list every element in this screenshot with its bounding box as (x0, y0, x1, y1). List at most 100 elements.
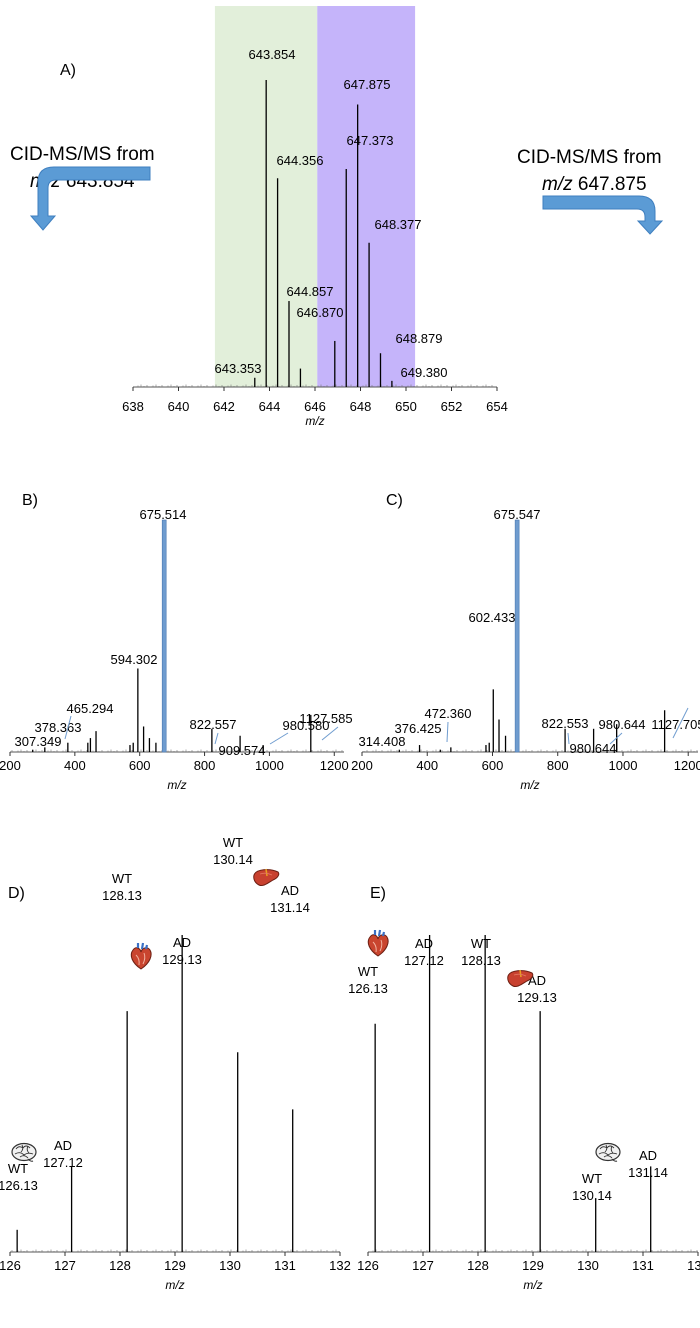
label-leader-line (64, 715, 72, 740)
reporter-mass-label: 126.13 (348, 981, 388, 996)
peak-label: 376.425 (395, 721, 442, 736)
reporter-mass-label: 129.13 (517, 990, 557, 1005)
brain-icon (595, 1142, 621, 1162)
panel-a-label: A) (60, 62, 76, 79)
x-tick-label: 128 (109, 1258, 131, 1273)
reporter-mass-label: 127.12 (404, 953, 444, 968)
peak-label: 649.380 (401, 365, 448, 380)
x-tick-label: 638 (122, 399, 144, 414)
reporter-group-label: AD (281, 883, 299, 898)
chart-panel-d: 126 127 128 129 130 131 132 m/z WT 126.13 AD 127.12… (0, 835, 351, 1292)
reporter-mass-label: 131.14 (270, 900, 310, 915)
x-tick-label: 129 (164, 1258, 186, 1273)
label-leader-line (672, 707, 689, 739)
label-leader-line (609, 732, 623, 745)
cid-right-line2: m/z 647.875 (542, 174, 647, 195)
left-down-arrow-icon (29, 166, 151, 231)
peak-label: 378.363 (35, 720, 82, 735)
brain-icon (11, 1142, 37, 1162)
reporter-group-label: WT (471, 936, 491, 951)
cid-right-mz: m/z (542, 174, 573, 195)
reporter-mass-label: 131.14 (628, 1165, 668, 1180)
reporter-group-label: AD (415, 936, 433, 951)
peak-label: 643.353 (215, 361, 262, 376)
peak-label: 472.360 (425, 706, 472, 721)
label-leader-line (214, 732, 219, 745)
label-leader-line (446, 721, 449, 743)
x-tick-label: 1000 (255, 758, 284, 773)
reporter-mass-label: 129.13 (162, 952, 202, 967)
x-tick-label: 132 (687, 1258, 700, 1273)
peak-label: 646.870 (297, 305, 344, 320)
x-tick-label: 800 (547, 758, 569, 773)
reporter-mass-label: 130.14 (213, 852, 253, 867)
panel-e-label: E) (370, 885, 386, 902)
reporter-group-label: WT (112, 871, 132, 886)
x-tick-label: 126 (357, 1258, 379, 1273)
x-tick-label: 127 (412, 1258, 434, 1273)
peak-label: 980.644 (570, 741, 617, 756)
peak-bar-highlight (161, 519, 167, 753)
chart-panel-e: 126 127 128 129 130 131 132 m/z WT 126.13 AD 127.12… (348, 928, 700, 1292)
reporter-mass-label: 127.12 (43, 1155, 83, 1170)
cid-left-annotation: CID-MS/MS from m/z 643.854 (10, 144, 155, 231)
x-tick-label: 131 (274, 1258, 296, 1273)
peak-label: 647.875 (344, 77, 391, 92)
baseline-noise (369, 1249, 698, 1252)
peak-label: 648.377 (375, 217, 422, 232)
baseline-noise (11, 1249, 340, 1252)
chart-panel-c: 200 400 600 800 1000 1200 m/z 314.408376.425472… (351, 507, 700, 792)
label-leader-line (269, 732, 289, 745)
x-tick-label: 200 (351, 758, 373, 773)
peak-label: 822.553 (542, 716, 589, 731)
x-tick-label: 654 (486, 399, 508, 414)
x-tick-label: 130 (219, 1258, 241, 1273)
reporter-group-label: WT (358, 964, 378, 979)
cid-left-line1: CID-MS/MS from (10, 144, 155, 165)
x-tick-label: 640 (168, 399, 190, 414)
reporter-group-label: WT (582, 1171, 602, 1186)
x-axis-label: m/z (165, 1278, 184, 1292)
charts: 638 640 642 644 646 648 650 652 654 m/z 643.353 643… (0, 6, 700, 1292)
peak-label: 980.644 (599, 717, 646, 732)
x-tick-label: 646 (304, 399, 326, 414)
cid-right-annotation: CID-MS/MS from m/z 647.875 (517, 147, 664, 235)
baseline-noise (11, 749, 343, 752)
reporter-mass-label: 128.13 (461, 953, 501, 968)
chart-panel-a: 638 640 642 644 646 648 650 652 654 m/z 643.353 643… (122, 6, 508, 428)
label-leader-line (321, 726, 339, 741)
peak-label: 822.557 (190, 717, 237, 732)
peak-label: 1127.585 (299, 711, 352, 726)
x-tick-label: 400 (416, 758, 438, 773)
peak-label: 644.857 (287, 284, 334, 299)
x-axis-label: m/z (523, 1278, 542, 1292)
isolation-window (317, 6, 416, 387)
peak-label: 594.302 (111, 652, 158, 667)
peak-label: 1127.705 (651, 717, 700, 732)
label-leader-line (567, 732, 570, 745)
peak-label: 602.433 (469, 610, 516, 625)
heart-icon (367, 928, 390, 958)
x-tick-label: 132 (329, 1258, 351, 1273)
x-tick-label: 650 (395, 399, 417, 414)
peak-label: 643.854 (249, 47, 296, 62)
peak-label: 647.373 (347, 133, 394, 148)
x-tick-label: 642 (213, 399, 235, 414)
x-tick-label: 130 (577, 1258, 599, 1273)
x-tick-label: 200 (0, 758, 21, 773)
peak-label: 465.294 (67, 701, 114, 716)
peak-label: 648.879 (396, 331, 443, 346)
x-tick-label: 644 (259, 399, 281, 414)
x-tick-label: 131 (632, 1258, 654, 1273)
x-tick-label: 600 (482, 758, 504, 773)
reporter-group-label: AD (639, 1148, 657, 1163)
x-tick-label: 652 (441, 399, 463, 414)
x-tick-label: 129 (522, 1258, 544, 1273)
x-tick-label: 128 (467, 1258, 489, 1273)
reporter-group-label: WT (8, 1161, 28, 1176)
reporter-group-label: AD (54, 1138, 72, 1153)
peak-label: 314.408 (359, 734, 406, 749)
baseline-noise (363, 749, 698, 752)
reporter-group-label: AD (173, 935, 191, 950)
